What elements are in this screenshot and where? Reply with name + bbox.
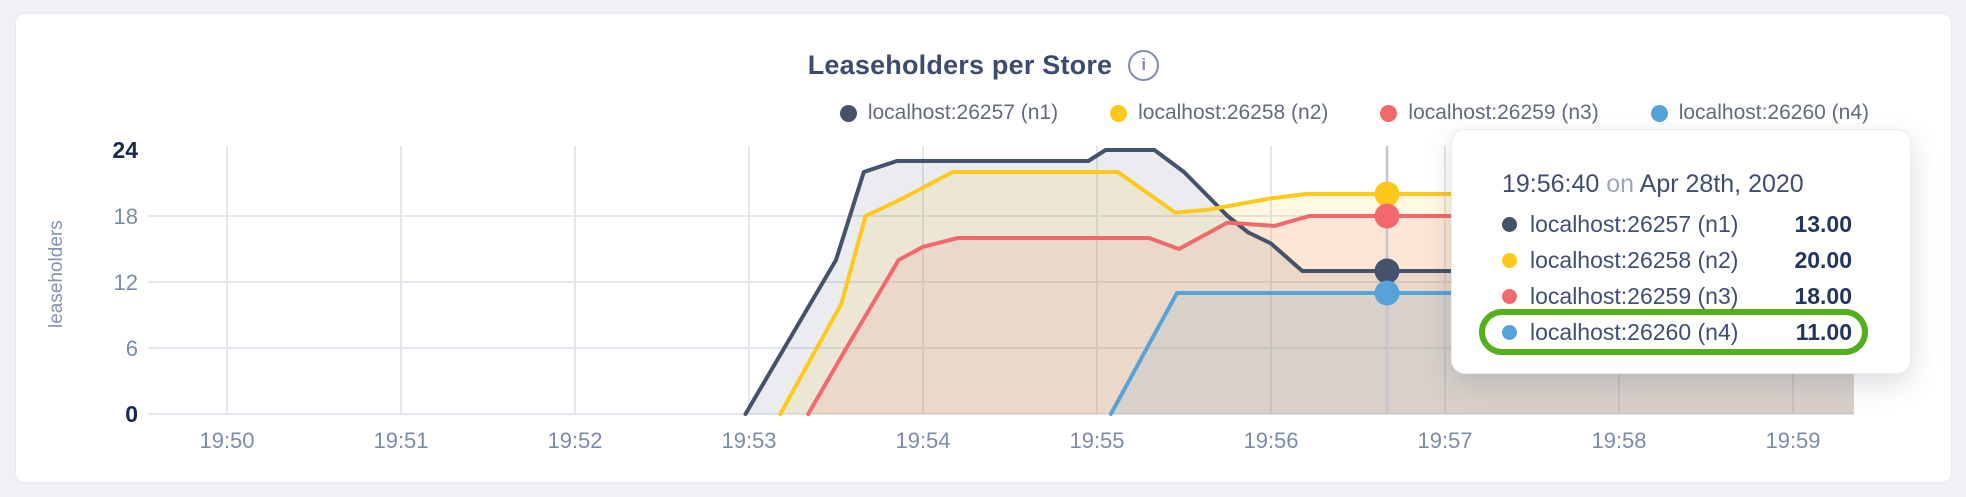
legend-dot-icon (839, 104, 857, 122)
legend-label: localhost:26260 (n4) (1678, 101, 1869, 124)
x-tick-label: 19:57 (1417, 428, 1472, 453)
tooltip-row: localhost:26258 (n2) 20.00 (1502, 242, 1852, 278)
legend-item[interactable]: localhost:26257 (n1) (839, 101, 1059, 125)
series-line (743, 148, 1856, 416)
tooltip-row: localhost:26260 (n4) 11.00 (1479, 309, 1868, 355)
y-tick-label: 12 (114, 270, 138, 295)
y-axis-title: leaseholders (46, 220, 67, 328)
tooltip-series-dot-icon (1502, 288, 1517, 304)
legend-label: localhost:26259 (n3) (1408, 101, 1599, 124)
tooltip-series-label: localhost:26258 (n2) (1530, 246, 1739, 273)
x-tick-label: 19:58 (1591, 428, 1646, 453)
tooltip-series-dot-icon (1502, 216, 1517, 232)
info-icon[interactable]: i (1128, 50, 1160, 81)
hover-tooltip: 19:56:40 on Apr 28th, 2020 localhost:262… (1451, 129, 1911, 374)
y-tick-label: 0 (125, 401, 138, 427)
tooltip-rows: localhost:26257 (n1) 13.00 localhost:26258… (1479, 206, 1868, 355)
hover-dot (1374, 181, 1400, 207)
x-tick-label: 19:52 (547, 428, 602, 453)
tooltip-time: 19:56:40 (1502, 170, 1600, 198)
x-tick-label: 19:55 (1069, 428, 1124, 453)
tooltip-series-value: 13.00 (1794, 210, 1852, 237)
x-tick-label: 19:51 (373, 428, 428, 453)
x-tick-label: 19:59 (1765, 428, 1820, 453)
y-tick-label: 24 (112, 137, 138, 163)
tooltip-series-label: localhost:26259 (n3) (1530, 282, 1739, 309)
y-tick-label: 6 (126, 336, 138, 361)
tooltip-series-dot-icon (1502, 324, 1517, 340)
legend-dot-icon (1650, 104, 1668, 122)
hover-dot (1374, 258, 1400, 284)
legend-dot-icon (1380, 104, 1398, 122)
tooltip-series-label: localhost:26257 (n1) (1530, 210, 1739, 237)
tooltip-row: localhost:26257 (n1) 13.00 (1502, 206, 1852, 242)
legend-dot-icon (1110, 104, 1128, 122)
x-tick-label: 19:50 (199, 428, 254, 453)
legend-label: localhost:26258 (n2) (1138, 101, 1329, 124)
tooltip-date: Apr 28th, 2020 (1639, 170, 1804, 198)
x-tick-label: 19:56 (1243, 428, 1298, 453)
tooltip-timestamp: 19:56:40 on Apr 28th, 2020 (1502, 170, 1852, 198)
tooltip-series-value: 11.00 (1795, 318, 1852, 345)
x-tick-label: 19:53 (721, 428, 776, 453)
series-line (778, 170, 1856, 416)
chart-legend: localhost:26257 (n1) localhost:26258 (n2)… (839, 101, 1869, 125)
tooltip-series-value: 20.00 (1794, 246, 1852, 273)
legend-item[interactable]: localhost:26260 (n4) (1650, 101, 1869, 125)
tooltip-preposition: on (1606, 170, 1635, 198)
hover-dot (1374, 203, 1400, 229)
legend-label: localhost:26257 (n1) (867, 101, 1059, 124)
y-tick-label: 18 (114, 204, 138, 229)
hover-dot (1374, 280, 1400, 306)
legend-item[interactable]: localhost:26259 (n3) (1380, 101, 1599, 125)
tooltip-series-value: 18.00 (1794, 282, 1852, 309)
x-tick-label: 19:54 (895, 428, 950, 453)
tooltip-row: localhost:26259 (n3) 18.00 (1502, 278, 1852, 314)
tooltip-series-label: localhost:26260 (n4) (1530, 318, 1739, 345)
tooltip-series-dot-icon (1502, 252, 1517, 268)
legend-item[interactable]: localhost:26258 (n2) (1110, 101, 1328, 125)
chart-card: Leaseholders per Store i localhost:26257… (15, 13, 1952, 483)
series-line (806, 214, 1856, 416)
